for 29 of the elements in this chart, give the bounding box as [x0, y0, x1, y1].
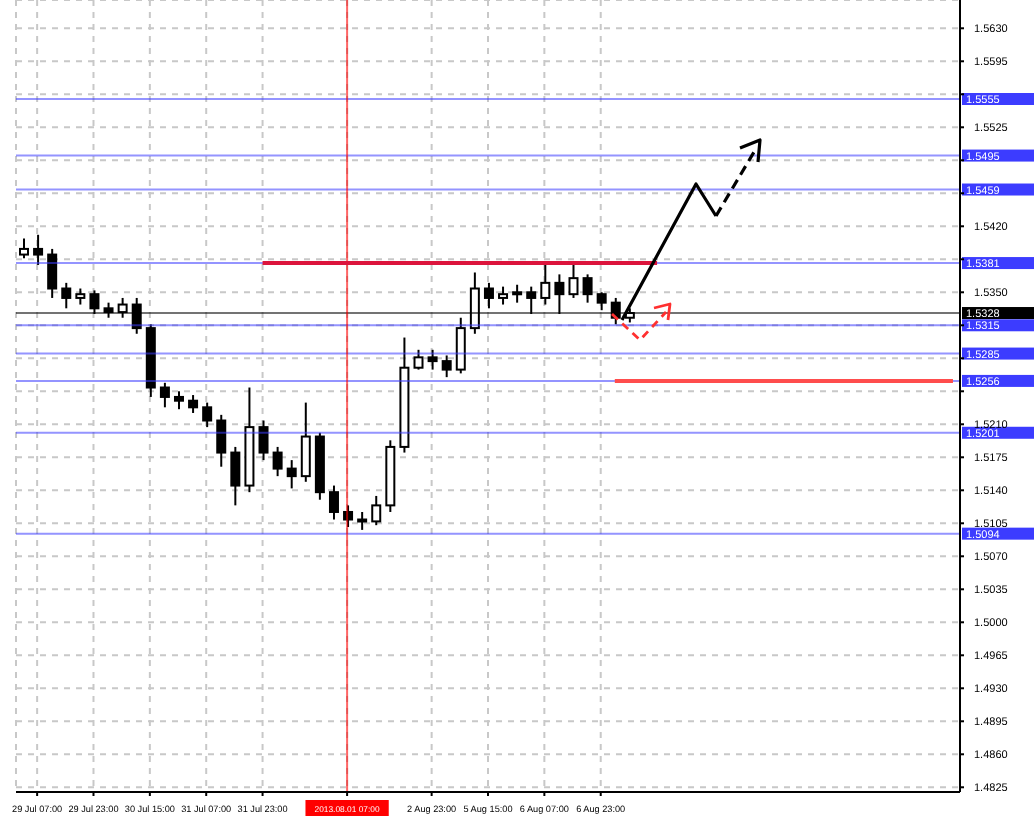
candlestick — [343, 504, 354, 529]
candlestick — [582, 273, 593, 304]
candlestick — [61, 281, 72, 310]
candlestick — [328, 484, 339, 521]
candlestick — [272, 445, 283, 478]
candlestick — [47, 247, 58, 299]
candlestick — [427, 348, 438, 371]
candlestick — [413, 348, 424, 371]
candlestick — [258, 419, 269, 462]
candlestick — [286, 459, 297, 490]
candlestick — [89, 289, 100, 315]
candlestick — [554, 273, 565, 315]
candlestick — [159, 381, 170, 409]
candlestick — [526, 285, 537, 315]
candlestick — [371, 494, 382, 527]
candlestick — [202, 401, 213, 429]
candlestick — [483, 281, 494, 310]
candlestick — [117, 296, 128, 319]
candlestick — [216, 413, 227, 468]
candlestick — [441, 354, 452, 379]
candlestick — [469, 271, 480, 335]
candlestick — [230, 445, 241, 507]
candlestick — [131, 296, 142, 335]
candlestick — [540, 262, 551, 306]
candlestick — [568, 262, 579, 299]
candlestick — [300, 401, 311, 483]
candlestick — [455, 316, 466, 375]
candlestick — [19, 237, 29, 260]
candlestick — [33, 233, 44, 266]
